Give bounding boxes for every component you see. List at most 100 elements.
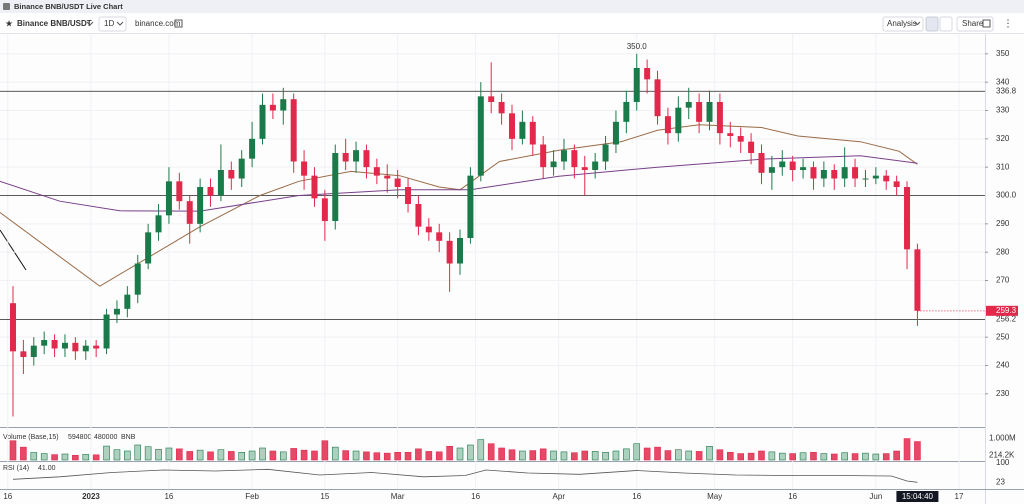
volume-bar — [394, 451, 401, 461]
volume-bar — [487, 443, 495, 461]
volume-bar — [363, 451, 370, 461]
candle-body — [373, 167, 380, 176]
candle-body — [706, 102, 713, 122]
candle-body — [82, 345, 89, 352]
candle-body — [508, 113, 515, 139]
share-icon — [982, 19, 991, 28]
volume-bar — [841, 452, 848, 461]
x-tick-label: Mar — [391, 492, 405, 501]
time-label-box — [896, 491, 939, 502]
candle-body — [238, 158, 245, 179]
candle-body — [228, 170, 235, 179]
toolbar-bg — [0, 13, 1024, 34]
y-tick-label: 350 — [996, 49, 1010, 58]
trend-line — [0, 229, 27, 271]
candle-body — [332, 153, 339, 221]
candle-body — [623, 102, 630, 122]
candle-body — [384, 175, 391, 179]
volume-bar — [30, 452, 38, 461]
analysis-button[interactable]: Analysis — [887, 19, 917, 28]
candle-body — [852, 167, 859, 179]
volume-bar — [446, 445, 453, 461]
candle-body — [467, 175, 474, 238]
x-tick-label: 16 — [164, 492, 173, 501]
volume-bar — [61, 453, 69, 461]
candle-body — [633, 68, 640, 102]
x-tick-label: 16 — [3, 492, 12, 501]
level-label: 256.2 — [996, 315, 1017, 324]
volume-bar — [311, 450, 318, 461]
toolbar: ★ Binance BNB/USDT 1D binance.com Analys… — [0, 13, 1024, 34]
volume-bar — [196, 449, 204, 461]
share-button[interactable]: Share — [962, 19, 984, 28]
candle-body — [727, 133, 734, 136]
y-tick-label: 250 — [996, 332, 1010, 341]
source-link[interactable]: binance.com — [135, 19, 181, 28]
volume-bar — [186, 451, 194, 461]
candle-body — [810, 167, 817, 179]
candle-body — [9, 303, 16, 352]
y-tick-label: 330 — [996, 106, 1010, 115]
app-icon — [3, 3, 10, 10]
volume-bar — [352, 450, 360, 461]
interval-box[interactable] — [98, 16, 127, 32]
symbol-select[interactable]: Binance BNB/USDT — [17, 19, 92, 28]
caret — [914, 21, 921, 26]
candle-body — [30, 345, 37, 357]
last-price-box — [986, 305, 1018, 316]
volume-bar — [529, 450, 537, 461]
layout-button[interactable] — [925, 16, 939, 32]
interval[interactable]: 1D — [104, 19, 114, 28]
caret — [116, 21, 124, 26]
volume-bar — [321, 440, 329, 461]
candle-body — [592, 161, 599, 170]
y-tick-label: 290 — [996, 219, 1010, 228]
moving-average — [0, 155, 918, 212]
volume-bar — [415, 448, 422, 461]
candle-body — [779, 161, 786, 168]
volume-bar — [539, 448, 547, 461]
volume-bar — [737, 453, 744, 461]
max-label: 350.0 — [627, 42, 648, 51]
link-icon[interactable] — [174, 19, 183, 28]
candle-body — [664, 116, 671, 134]
time-label: 15:04:40 — [902, 492, 934, 501]
volume-bar — [113, 449, 121, 461]
volume-bar — [893, 450, 900, 461]
analysis-box[interactable] — [882, 16, 924, 32]
volume-bar — [456, 447, 464, 461]
more-button[interactable]: ⋮ — [1003, 19, 1013, 30]
volume-bar — [560, 451, 568, 461]
settings-button[interactable] — [939, 16, 953, 32]
volume-bar — [664, 450, 672, 461]
candle-body — [446, 240, 453, 264]
volume-bar — [903, 438, 911, 461]
volume-bar — [914, 441, 921, 461]
volume-bar — [612, 450, 620, 461]
volume-bar — [477, 439, 485, 461]
candle-body — [644, 68, 651, 80]
candle-body — [353, 150, 360, 162]
volume-bar — [862, 452, 869, 461]
candle-body — [789, 161, 796, 170]
y-tick-label: 240 — [996, 361, 1010, 370]
rsi-tick-label: 100 — [996, 458, 1010, 467]
x-tick-label: 16 — [471, 492, 480, 501]
volume-bar — [498, 447, 505, 461]
candle-body — [41, 340, 48, 346]
volume-bar — [228, 451, 235, 461]
volume-bar — [435, 451, 443, 461]
x-tick-label: 2023 — [82, 492, 100, 501]
volume-bar — [269, 450, 277, 461]
star-icon[interactable]: ★ — [5, 18, 13, 28]
volume-bar — [300, 449, 308, 461]
candle-body — [488, 96, 495, 102]
rsi-readout: 41.00 — [38, 465, 56, 472]
candle-body — [176, 181, 183, 202]
window-title: Binance BNB/USDT Live Chart — [14, 2, 123, 11]
candle-body — [394, 178, 401, 187]
candle-body — [675, 107, 682, 134]
candle-body — [820, 170, 827, 179]
candle-body — [841, 167, 848, 179]
candle-body — [321, 198, 328, 221]
